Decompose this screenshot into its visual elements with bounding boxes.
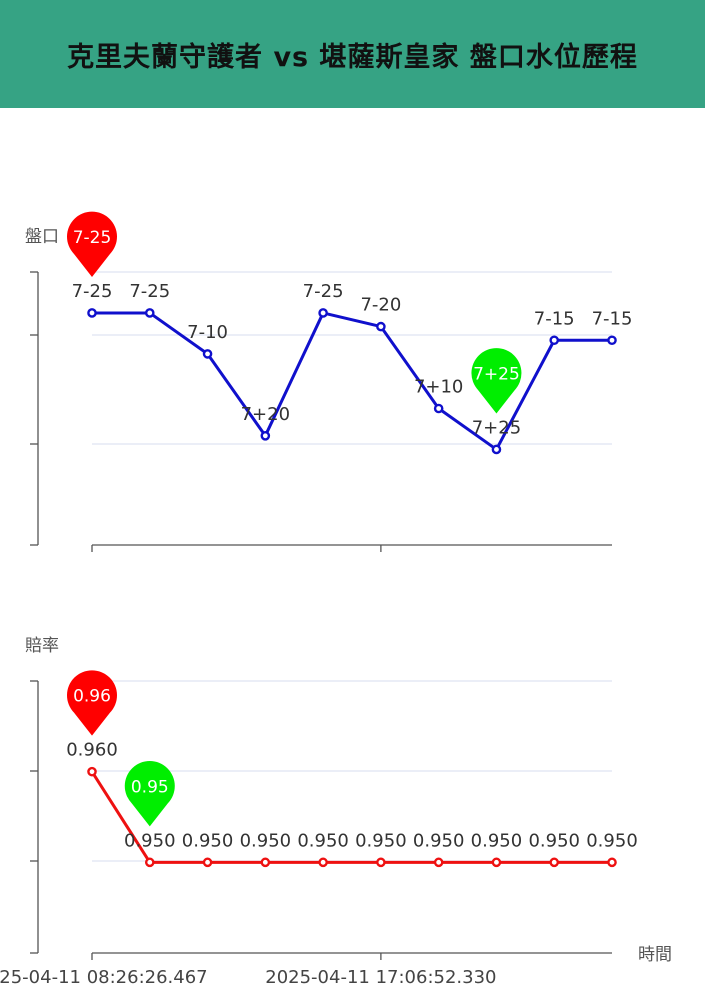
- data-point-8: [491, 444, 502, 455]
- data-point-4: [260, 857, 271, 868]
- data-label-2: 0.950: [124, 830, 176, 851]
- chart-panel-1: 盤口 7-25 7-25 7-10 7+20 7-25 7-20 7+10 7+25 7-15 7-…: [25, 211, 633, 552]
- data-label-9: 0.950: [528, 830, 580, 851]
- data-label-2: 7-25: [129, 281, 170, 302]
- data-label-3: 7-10: [187, 322, 228, 343]
- x-axis-name: 時間: [638, 945, 672, 965]
- x-tick-label: 2025-04-11 08:26:26.467: [0, 967, 208, 988]
- series-line: [90, 770, 612, 864]
- data-point-8: [491, 857, 502, 868]
- data-point-7: [433, 403, 444, 414]
- data-label-1: 7-25: [72, 281, 113, 302]
- y-axis-name: 賠率: [25, 636, 59, 656]
- data-point-3: [202, 857, 213, 868]
- data-label-9: 7-15: [534, 308, 575, 329]
- min-marker-pin-label: 0.95: [131, 777, 169, 797]
- data-label-4: 7+20: [241, 404, 290, 425]
- max-marker-pin: [67, 670, 117, 736]
- data-label-8: 0.950: [471, 830, 523, 851]
- data-point-1: [87, 308, 97, 318]
- data-label-4: 0.950: [240, 830, 292, 851]
- chart-panel-2: 賠率 2025-04-11 08:26:26.467 2025-04-11 17:0…: [0, 636, 672, 988]
- data-point-2: [144, 857, 155, 868]
- data-point-2: [144, 308, 155, 318]
- data-label-5: 0.950: [297, 830, 349, 851]
- data-label-1: 0.960: [66, 740, 118, 761]
- min-marker-pin: [471, 348, 522, 414]
- data-point-10: [607, 335, 617, 346]
- max-marker-pin-label: 0.96: [73, 687, 111, 707]
- data-label-7: 7+10: [414, 377, 463, 398]
- min-marker-pin-label: 7+25: [473, 364, 520, 384]
- data-label-10: 7-15: [592, 308, 633, 329]
- data-point-1: [87, 766, 97, 777]
- x-tick-label: 2025-04-11 17:06:52.330: [265, 967, 496, 988]
- data-label-5: 7-25: [303, 281, 344, 302]
- y-axis-name: 盤口: [25, 227, 59, 247]
- max-marker-pin: [67, 211, 118, 277]
- data-point-5: [318, 857, 328, 868]
- data-point-10: [607, 857, 617, 868]
- data-label-3: 0.950: [182, 830, 234, 851]
- data-point-9: [549, 335, 560, 346]
- series-line: [92, 311, 612, 451]
- data-label-8: 7+25: [472, 417, 521, 438]
- data-point-7: [433, 857, 444, 868]
- data-point-9: [549, 857, 560, 868]
- data-label-6: 0.950: [355, 830, 407, 851]
- data-point-6: [376, 321, 386, 332]
- min-marker-pin: [124, 760, 175, 827]
- page-title: 克里夫蘭守護者 vs 堪薩斯皇家 盤口水位歷程: [67, 41, 638, 73]
- data-label-10: 0.950: [586, 830, 638, 851]
- data-point-5: [318, 308, 328, 318]
- max-marker-pin-label: 7-25: [73, 228, 112, 248]
- page-header: 克里夫蘭守護者 vs 堪薩斯皇家 盤口水位歷程: [0, 0, 705, 108]
- data-label-6: 7-20: [360, 295, 401, 316]
- data-point-6: [376, 857, 386, 868]
- data-point-3: [202, 349, 213, 359]
- data-label-7: 0.950: [413, 830, 465, 851]
- data-point-4: [260, 430, 271, 441]
